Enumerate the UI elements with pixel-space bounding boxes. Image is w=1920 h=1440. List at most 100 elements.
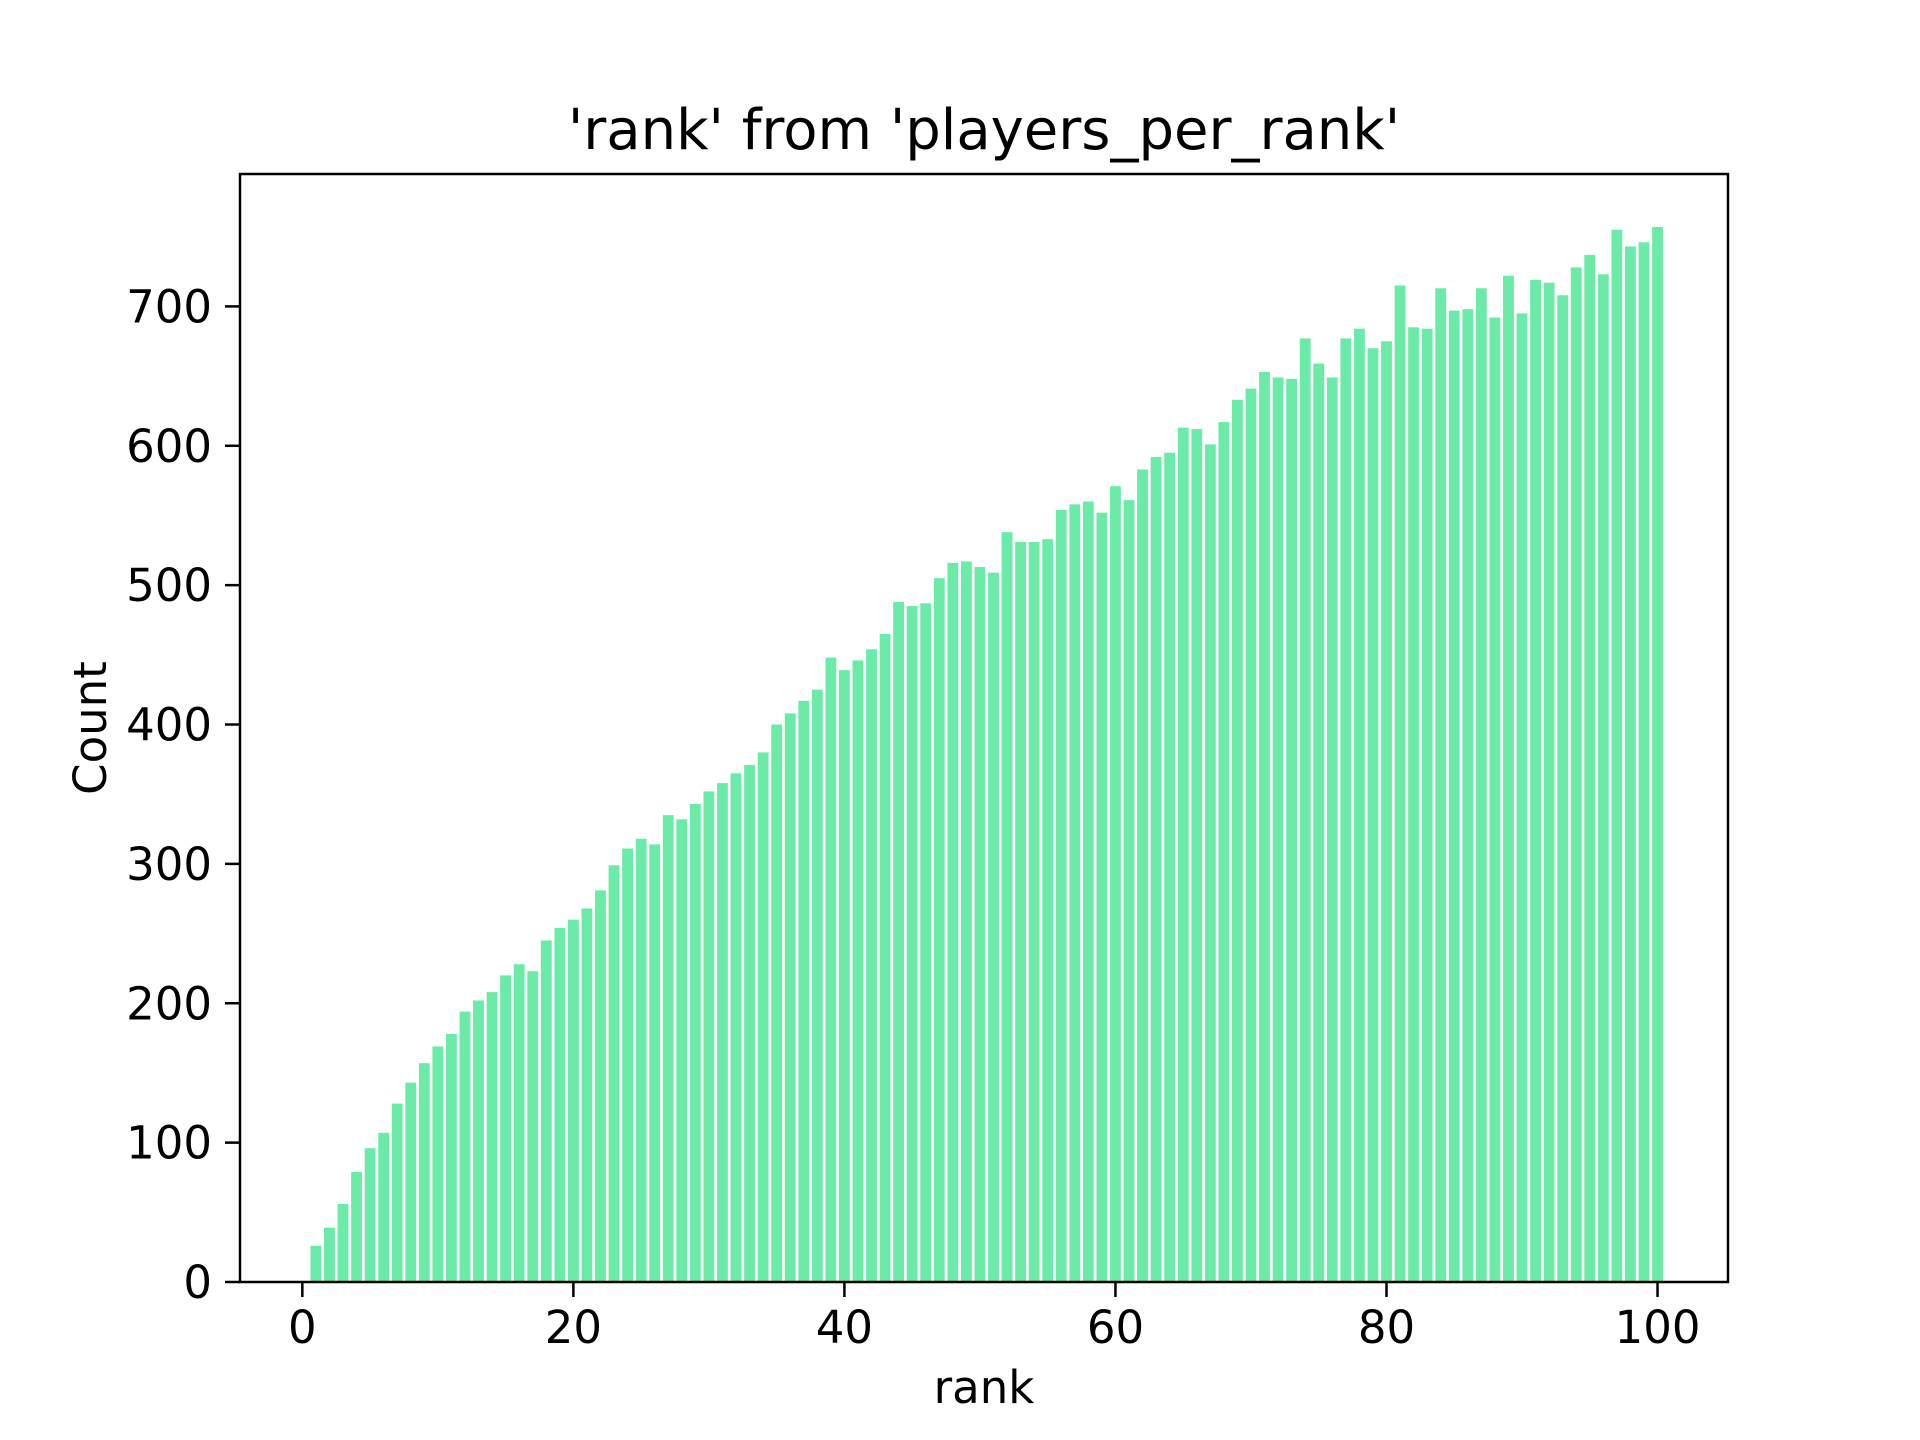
bar-rank-26 bbox=[649, 844, 661, 1282]
bar-rank-32 bbox=[730, 773, 742, 1282]
bar-rank-78 bbox=[1353, 328, 1365, 1282]
bar-rank-5 bbox=[364, 1148, 376, 1282]
bar-rank-63 bbox=[1150, 456, 1162, 1282]
bar-rank-18 bbox=[540, 940, 552, 1282]
bar-rank-76 bbox=[1326, 377, 1338, 1283]
x-tick-label-60: 60 bbox=[1087, 1301, 1144, 1354]
bar-rank-34 bbox=[757, 752, 769, 1282]
bar-rank-83 bbox=[1421, 328, 1433, 1282]
bar-rank-19 bbox=[554, 928, 566, 1282]
bar-rank-81 bbox=[1394, 285, 1406, 1282]
bar-rank-98 bbox=[1625, 246, 1636, 1283]
bar-rank-99 bbox=[1638, 242, 1650, 1282]
bar-rank-90 bbox=[1516, 313, 1528, 1282]
bar-rank-77 bbox=[1340, 338, 1352, 1283]
bar-rank-16 bbox=[513, 964, 525, 1282]
bar-rank-79 bbox=[1367, 348, 1379, 1283]
bar-rank-70 bbox=[1245, 388, 1257, 1282]
bar-rank-82 bbox=[1408, 327, 1420, 1282]
bar-rank-38 bbox=[811, 689, 823, 1282]
y-axis-ticks: 0 100 200 300 400 500 600 700 bbox=[126, 280, 240, 1309]
bar-rank-42 bbox=[866, 649, 877, 1282]
bar-rank-2 bbox=[324, 1227, 335, 1282]
bar-rank-67 bbox=[1204, 444, 1216, 1282]
bar-rank-37 bbox=[798, 700, 810, 1282]
bar-rank-75 bbox=[1313, 363, 1325, 1282]
y-tick-label-500: 500 bbox=[126, 559, 212, 612]
axes-box bbox=[238, 172, 1730, 1284]
bar-rank-46 bbox=[920, 603, 932, 1282]
bar-rank-59 bbox=[1096, 512, 1108, 1282]
bar-rank-88 bbox=[1489, 317, 1501, 1282]
bar-rank-84 bbox=[1435, 288, 1447, 1282]
bar-rank-50 bbox=[974, 567, 986, 1282]
bar-rank-47 bbox=[933, 578, 945, 1282]
bar-rank-6 bbox=[378, 1132, 390, 1282]
bar-rank-28 bbox=[676, 819, 688, 1282]
bars-group bbox=[310, 226, 1663, 1283]
bar-rank-57 bbox=[1069, 504, 1081, 1282]
bar-rank-73 bbox=[1286, 378, 1298, 1282]
bar-rank-25 bbox=[635, 838, 647, 1282]
bar-rank-1 bbox=[310, 1245, 322, 1282]
y-tick-label-300: 300 bbox=[126, 838, 212, 891]
bar-rank-91 bbox=[1530, 279, 1541, 1282]
bar-rank-4 bbox=[351, 1171, 362, 1282]
bar-rank-3 bbox=[337, 1203, 349, 1282]
bar-rank-36 bbox=[784, 713, 796, 1282]
bar-rank-53 bbox=[1015, 541, 1027, 1282]
bar-rank-80 bbox=[1381, 341, 1392, 1282]
bar-rank-56 bbox=[1055, 509, 1067, 1282]
bar-rank-69 bbox=[1232, 399, 1243, 1282]
x-tick-label-0: 0 bbox=[288, 1301, 317, 1354]
bar-rank-24 bbox=[622, 848, 633, 1282]
x-axis-label: rank bbox=[934, 1361, 1035, 1414]
bar-rank-8 bbox=[405, 1082, 417, 1282]
bar-rank-14 bbox=[486, 992, 498, 1282]
bar-rank-11 bbox=[445, 1033, 457, 1282]
bar-rank-20 bbox=[567, 919, 579, 1282]
bar-rank-55 bbox=[1042, 539, 1054, 1282]
bar-rank-64 bbox=[1164, 452, 1176, 1282]
bar-rank-23 bbox=[608, 865, 620, 1282]
bar-rank-95 bbox=[1584, 254, 1596, 1283]
bar-rank-68 bbox=[1218, 422, 1230, 1283]
x-axis-ticks: 0 20 40 60 80 100 bbox=[288, 1282, 1700, 1354]
bar-rank-71 bbox=[1259, 371, 1270, 1282]
bar-rank-17 bbox=[527, 971, 539, 1282]
bar-rank-35 bbox=[771, 724, 783, 1282]
bar-rank-89 bbox=[1503, 275, 1514, 1282]
bar-rank-43 bbox=[879, 633, 891, 1282]
bar-rank-54 bbox=[1028, 541, 1040, 1282]
bar-rank-33 bbox=[744, 764, 755, 1282]
y-axis-label: Count bbox=[64, 661, 117, 795]
bar-rank-21 bbox=[581, 908, 593, 1282]
bar-rank-31 bbox=[717, 783, 728, 1282]
bar-rank-92 bbox=[1543, 282, 1555, 1283]
bar-rank-52 bbox=[1001, 532, 1013, 1282]
x-tick-label-40: 40 bbox=[816, 1301, 873, 1354]
bar-rank-51 bbox=[988, 572, 999, 1282]
bar-rank-29 bbox=[689, 803, 701, 1282]
bar-rank-93 bbox=[1557, 295, 1569, 1282]
bar-rank-65 bbox=[1177, 427, 1189, 1282]
bar-rank-10 bbox=[432, 1046, 444, 1282]
bar-rank-22 bbox=[595, 890, 606, 1282]
bar-rank-39 bbox=[825, 657, 837, 1282]
bar-rank-15 bbox=[500, 975, 512, 1282]
x-tick-label-80: 80 bbox=[1358, 1301, 1415, 1354]
x-tick-label-20: 20 bbox=[545, 1301, 602, 1354]
bar-rank-58 bbox=[1082, 501, 1094, 1282]
y-tick-label-400: 400 bbox=[126, 699, 212, 752]
bar-rank-85 bbox=[1448, 310, 1460, 1283]
bar-rank-94 bbox=[1570, 267, 1582, 1282]
bar-rank-62 bbox=[1137, 469, 1148, 1283]
bar-rank-48 bbox=[947, 562, 959, 1282]
chart-title: 'rank' from 'players_per_rank' bbox=[568, 98, 1400, 163]
bar-rank-41 bbox=[852, 660, 864, 1282]
bar-rank-13 bbox=[473, 1000, 484, 1282]
bar-rank-9 bbox=[418, 1063, 430, 1282]
y-tick-label-0: 0 bbox=[183, 1256, 212, 1309]
